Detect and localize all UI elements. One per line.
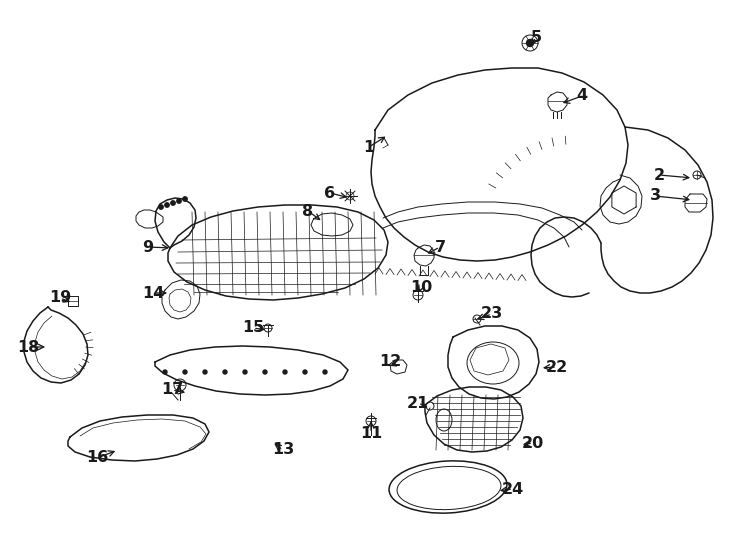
Text: 23: 23 bbox=[481, 307, 503, 321]
Circle shape bbox=[165, 203, 170, 207]
Text: 11: 11 bbox=[360, 426, 382, 441]
Circle shape bbox=[283, 370, 287, 374]
Text: 5: 5 bbox=[531, 30, 542, 44]
Text: 17: 17 bbox=[161, 382, 183, 397]
Text: 20: 20 bbox=[522, 435, 544, 450]
Text: 15: 15 bbox=[242, 321, 264, 335]
Text: 2: 2 bbox=[653, 167, 664, 183]
Text: 21: 21 bbox=[407, 395, 429, 410]
Text: 1: 1 bbox=[363, 139, 374, 154]
Text: 19: 19 bbox=[49, 291, 71, 306]
Text: 16: 16 bbox=[86, 450, 108, 465]
Circle shape bbox=[243, 370, 247, 374]
Text: 14: 14 bbox=[142, 286, 164, 300]
Text: 12: 12 bbox=[379, 354, 401, 369]
Text: 4: 4 bbox=[576, 89, 587, 104]
Text: 9: 9 bbox=[142, 240, 153, 254]
Circle shape bbox=[223, 370, 227, 374]
Circle shape bbox=[177, 199, 181, 203]
Text: 22: 22 bbox=[546, 360, 568, 375]
Text: 24: 24 bbox=[502, 482, 524, 496]
Text: 7: 7 bbox=[435, 240, 446, 254]
Text: 8: 8 bbox=[302, 204, 313, 219]
Circle shape bbox=[203, 370, 207, 374]
Text: 6: 6 bbox=[324, 186, 335, 200]
Circle shape bbox=[526, 39, 534, 46]
Text: 13: 13 bbox=[272, 442, 294, 457]
Circle shape bbox=[159, 205, 163, 209]
Circle shape bbox=[183, 370, 187, 374]
Text: 3: 3 bbox=[650, 188, 661, 204]
Text: 10: 10 bbox=[410, 280, 432, 294]
Circle shape bbox=[263, 370, 267, 374]
Circle shape bbox=[303, 370, 307, 374]
Circle shape bbox=[171, 201, 175, 205]
Text: 18: 18 bbox=[17, 340, 39, 354]
Circle shape bbox=[183, 197, 187, 201]
Circle shape bbox=[163, 370, 167, 374]
Circle shape bbox=[323, 370, 327, 374]
